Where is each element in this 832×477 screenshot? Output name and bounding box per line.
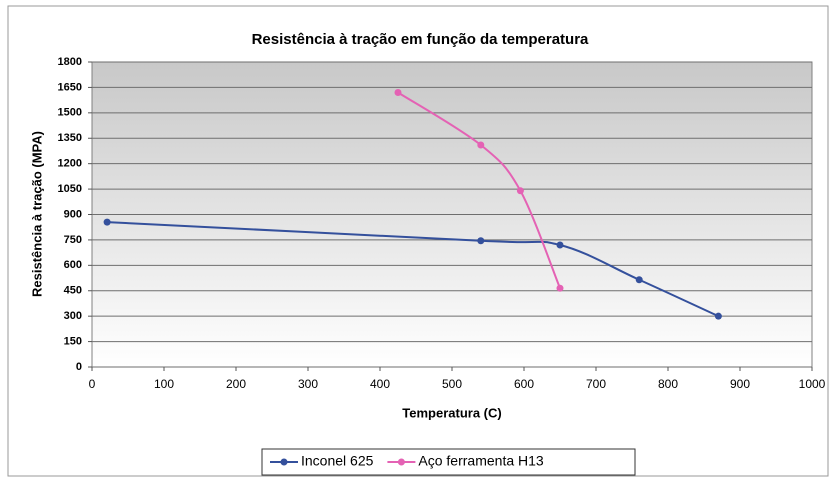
legend-label: Inconel 625 bbox=[301, 453, 374, 469]
x-tick-label: 900 bbox=[730, 377, 750, 391]
y-tick-label: 1200 bbox=[58, 158, 82, 170]
legend-box bbox=[261, 448, 636, 476]
y-tick-label: 600 bbox=[64, 259, 82, 271]
x-axis-title: Temperatura (C) bbox=[402, 405, 501, 420]
data-point bbox=[516, 187, 524, 195]
x-tick-label: 400 bbox=[370, 377, 390, 391]
y-tick-label: 1050 bbox=[58, 183, 82, 195]
data-point bbox=[477, 141, 485, 149]
y-tick-label: 450 bbox=[64, 285, 82, 297]
legend-label: Aço ferramenta H13 bbox=[418, 453, 543, 469]
data-point bbox=[103, 218, 111, 226]
y-tick-label: 750 bbox=[64, 234, 82, 246]
data-point bbox=[556, 284, 564, 292]
y-tick-label: 1350 bbox=[58, 132, 82, 144]
x-tick-label: 0 bbox=[89, 377, 96, 391]
x-tick-label: 800 bbox=[658, 377, 678, 391]
x-tick-label: 300 bbox=[298, 377, 318, 391]
y-tick-label: 1500 bbox=[58, 107, 82, 119]
y-tick-label: 150 bbox=[64, 335, 82, 347]
y-tick-label: 1650 bbox=[58, 81, 82, 93]
data-point bbox=[635, 276, 643, 284]
x-tick-label: 100 bbox=[154, 377, 174, 391]
legend-marker bbox=[397, 458, 405, 466]
series-line bbox=[397, 91, 561, 289]
chart-title: Resistência à tração em função da temper… bbox=[252, 31, 589, 48]
x-tick-label: 600 bbox=[514, 377, 534, 391]
legend-marker bbox=[280, 458, 288, 466]
x-tick-label: 500 bbox=[442, 377, 462, 391]
x-tick-label: 200 bbox=[226, 377, 246, 391]
data-point bbox=[394, 89, 402, 96]
x-tick-label: 1000 bbox=[799, 377, 826, 391]
data-point bbox=[556, 241, 564, 249]
y-tick-label: 1800 bbox=[58, 56, 82, 68]
x-tick-label: 700 bbox=[586, 377, 606, 391]
y-tick-label: 0 bbox=[76, 361, 82, 373]
y-axis-title: Resistência à tração (MPA) bbox=[29, 131, 44, 297]
y-tick-label: 900 bbox=[64, 208, 82, 220]
data-point bbox=[477, 237, 485, 245]
data-point bbox=[714, 312, 722, 320]
y-tick-label: 300 bbox=[64, 310, 82, 322]
